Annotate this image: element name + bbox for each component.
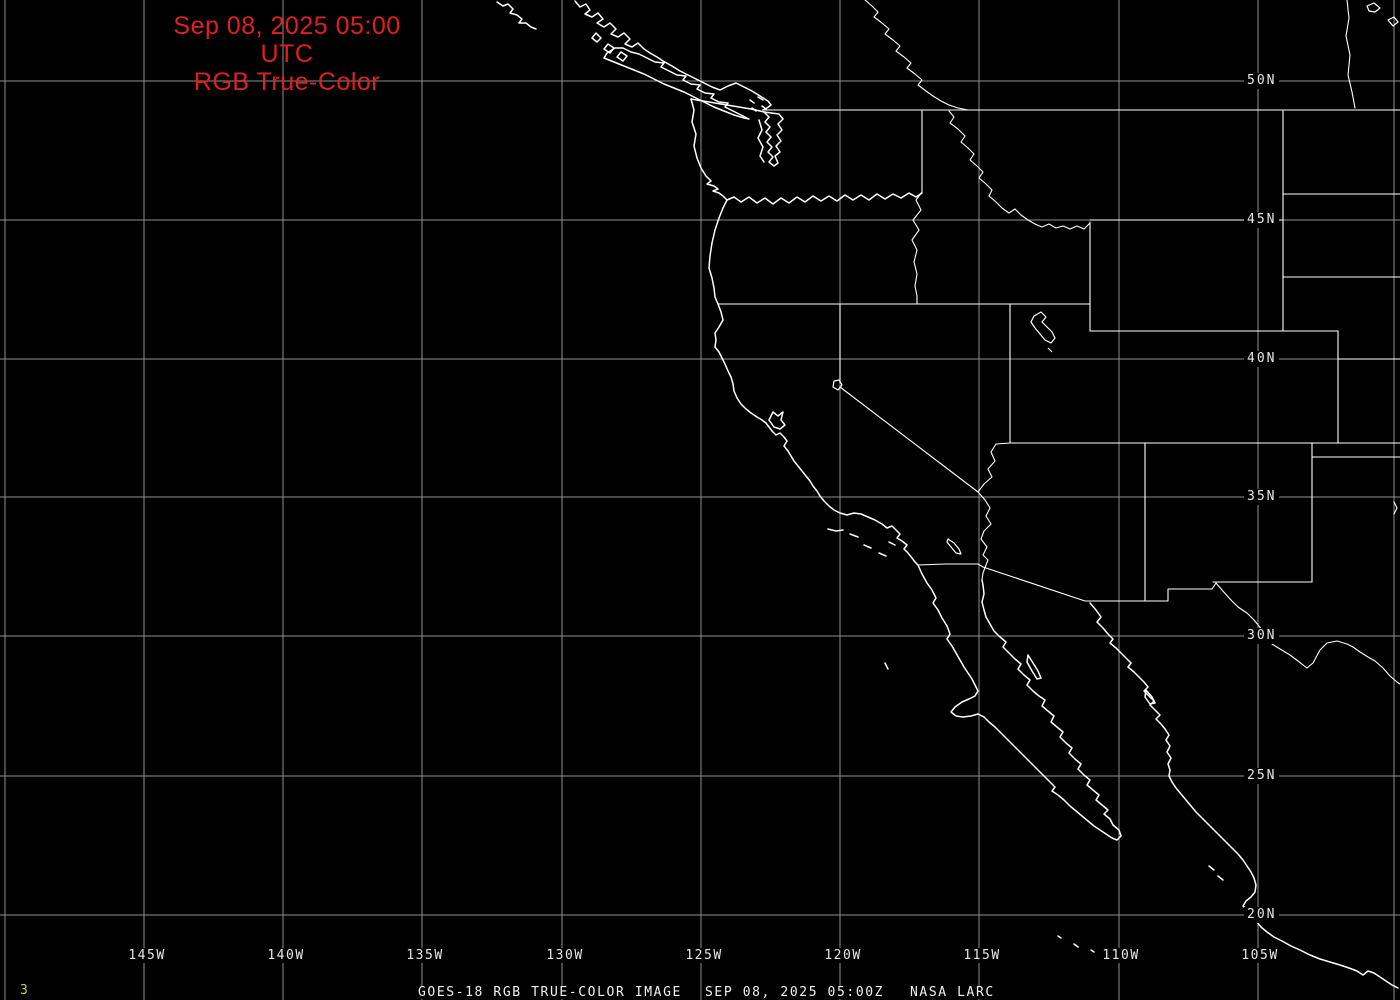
id-mt-border xyxy=(948,110,1091,230)
puget-sound xyxy=(763,111,784,167)
lat-label-45n: 45N xyxy=(1244,212,1280,228)
lat-label-50n: 50N xyxy=(1244,73,1280,89)
salton-sea xyxy=(946,538,962,555)
bc-coastal-islands xyxy=(591,32,628,62)
coastlines xyxy=(496,0,1399,989)
lon-label-145w: 145W xyxy=(126,948,168,963)
lon-label-110w: 110W xyxy=(1100,948,1142,963)
columbia-river-wa-or-border xyxy=(726,192,923,205)
caption-timestamp: SEP 08, 2025 05:00Z xyxy=(705,985,885,1000)
lat-label-35n: 35N xyxy=(1244,489,1280,505)
great-salt-lake xyxy=(1030,311,1056,344)
channel-islands xyxy=(827,528,896,557)
lake-tahoe xyxy=(832,379,843,391)
offshore-islands xyxy=(884,662,1224,953)
colorado-river-delta xyxy=(981,564,987,581)
lon-label-140w: 140W xyxy=(265,948,307,963)
vancouver-island xyxy=(603,47,750,120)
us-mexico-border-rio-grande xyxy=(917,563,1400,685)
lat-label-30n: 30N xyxy=(1244,628,1280,644)
lakes xyxy=(832,2,1399,555)
lon-label-105w: 105W xyxy=(1239,948,1281,963)
bc-alberta-border xyxy=(864,0,969,111)
title-datetime: Sep 08, 2025 05:00 UTC xyxy=(173,12,401,68)
saskatchewan-river xyxy=(1345,0,1356,109)
ca-az-colorado-river xyxy=(977,491,992,566)
haida-gwaii-coast xyxy=(496,1,537,30)
nv-az-colorado-river xyxy=(977,442,1011,493)
lat-label-40n: 40N xyxy=(1244,351,1280,367)
frame-number: 3 xyxy=(20,983,28,998)
hood-canal xyxy=(757,119,765,163)
ca-nv-diagonal-border xyxy=(839,386,979,493)
california-coast xyxy=(714,303,919,566)
bc-fjord-coast xyxy=(574,0,664,62)
lon-label-130w: 130W xyxy=(544,948,586,963)
political-borders xyxy=(717,0,1400,685)
caption-product: GOES-18 RGB TRUE-COLOR IMAGE xyxy=(418,985,682,1000)
sonora-sinaloa-coast xyxy=(1089,602,1399,989)
lon-label-115w: 115W xyxy=(961,948,1003,963)
oregon-coast xyxy=(708,199,728,305)
baja-california-peninsula xyxy=(917,564,1122,841)
juan-de-fuca-south-shore xyxy=(690,98,765,113)
san-juan-islands xyxy=(749,96,767,112)
prairie-lakes xyxy=(1366,2,1399,27)
lon-label-120w: 120W xyxy=(822,948,864,963)
image-title: Sep 08, 2025 05:00 UTC RGB True-Color xyxy=(150,12,424,96)
bc-mainland-coast xyxy=(662,60,772,111)
lon-label-135w: 135W xyxy=(404,948,446,963)
washington-coast xyxy=(690,98,728,201)
pecos-river-stub xyxy=(1393,501,1398,515)
title-product: RGB True-Color xyxy=(193,68,381,96)
lat-label-25n: 25N xyxy=(1244,768,1280,784)
lon-label-125w: 125W xyxy=(683,948,725,963)
caption-credit: NASA LARC xyxy=(910,985,995,1000)
utah-lake xyxy=(1047,347,1053,353)
snake-river-or-id-border xyxy=(911,191,923,305)
lat-label-20n: 20N xyxy=(1244,907,1280,923)
san-francisco-bay xyxy=(768,411,786,430)
gulf-islands xyxy=(1026,654,1156,705)
